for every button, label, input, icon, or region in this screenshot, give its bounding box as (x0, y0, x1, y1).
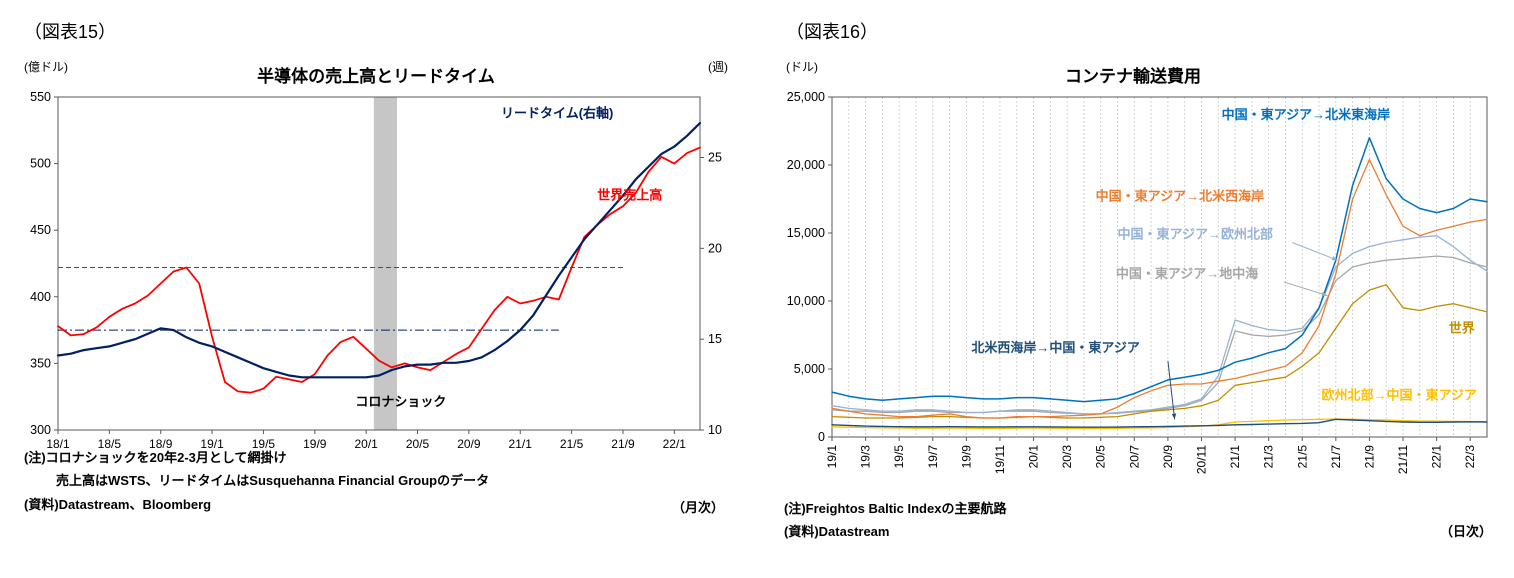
x-axis-tick-label: 20/9 (457, 437, 481, 451)
x-axis-tick-label: 20/1 (354, 437, 378, 451)
x-axis-tick-label: 21/5 (1295, 445, 1309, 469)
figure15-panel: （図表15） 半導体の売上高とリードタイム (億ドル) (週) 300 350 40… (0, 0, 752, 578)
x-axis-tick-label: 19/3 (859, 445, 873, 469)
series-label: コロナショック (355, 394, 446, 409)
series-label: 欧州北部→中国・東アジア (1321, 388, 1476, 403)
x-axis-tick-label: 20/11 (1194, 445, 1208, 474)
x-axis-tick-label: 21/11 (1396, 445, 1410, 474)
annotation-arrow (1283, 281, 1328, 297)
y-axis-tick-label: 25,000 (787, 90, 825, 104)
y-axis-tick-label: 15,000 (787, 226, 825, 240)
series-label: 中国・東アジア→北米東海岸 (1222, 107, 1390, 122)
figure16-tag: （図表16） (786, 22, 879, 42)
y2-axis-tick-label: 15 (708, 332, 722, 346)
y-axis-tick-label: 0 (818, 430, 825, 444)
x-axis-tick-label: 20/3 (1060, 445, 1074, 469)
figure15-left-axis-unit: (億ドル) (24, 60, 68, 74)
figure15-tag: （図表15） (24, 22, 117, 42)
y-axis-tick-label: 300 (30, 423, 51, 437)
annotation-arrowhead (1321, 291, 1328, 296)
x-axis-tick-label: 21/5 (560, 437, 584, 451)
series-label: 中国・東アジア→地中海 (1116, 266, 1258, 281)
y2-axis-tick-label: 25 (708, 150, 722, 164)
series-line (831, 235, 1488, 415)
x-axis-tick-label: 18/9 (149, 437, 173, 451)
x-axis-tick-label: 19/11 (993, 445, 1007, 474)
y-axis-tick-label: 20,000 (787, 158, 825, 172)
x-axis-tick-label: 21/1 (509, 437, 533, 451)
x-axis-tick-label: 18/1 (46, 437, 70, 451)
figure16-frequency-label: （日次） (1439, 524, 1492, 539)
series-line (831, 158, 1488, 419)
figure16-note-2: (資料)Datastream (784, 524, 890, 539)
figure16-note-1: (注)Freightos Baltic Indexの主要航路 (784, 501, 1007, 516)
x-axis-tick-label: 22/1 (1430, 445, 1444, 469)
x-axis-tick-label: 19/1 (200, 437, 224, 451)
figure15-right-axis-unit: (週) (708, 60, 728, 74)
x-axis-tick-label: 21/9 (611, 437, 635, 451)
figure16-chart: 0 5,000 10,000 15,000 20,000 25,000 19/1 19/3 19… (787, 90, 1488, 474)
series-label: 北米西海岸→中国・東アジア (971, 340, 1139, 355)
series-line (831, 418, 1488, 430)
figure16-left-axis-unit: (ドル) (786, 60, 818, 74)
series-label: 世界 (1449, 320, 1475, 335)
figure15-frequency-label: （月次） (671, 500, 724, 515)
event-band (373, 97, 397, 430)
series-line (56, 121, 702, 379)
figure15-note-2: 売上高はWSTS、リードタイムはSusquehanna Financial Gr… (56, 473, 490, 488)
y-axis-tick-label: 500 (30, 157, 51, 171)
x-axis-tick-label: 20/9 (1161, 445, 1175, 469)
series-label: 世界売上高 (597, 188, 662, 203)
x-axis-tick-label: 18/5 (98, 437, 122, 451)
x-axis-tick-label: 19/1 (825, 445, 839, 469)
x-axis-tick-label: 19/9 (959, 445, 973, 469)
x-axis-tick-label: 20/7 (1127, 445, 1141, 469)
series-line (831, 284, 1488, 419)
x-axis-tick-label: 19/5 (892, 445, 906, 469)
y-axis-tick-label: 350 (30, 356, 51, 370)
y2-axis-tick-label: 10 (708, 423, 722, 437)
figure15-chart: 300 350 400 450 500 550 10 15 20 25 18/1 18/5 18/9 19… (30, 90, 722, 451)
y-axis-tick-label: 450 (30, 223, 51, 237)
x-axis-tick-label: 22/3 (1463, 445, 1477, 469)
series-label: リードタイム(右軸) (501, 106, 613, 121)
x-axis-tick-label: 21/1 (1228, 445, 1242, 469)
figure15-note-3: (資料)Datastream、Bloomberg (24, 497, 212, 512)
x-axis-tick-label: 22/1 (663, 437, 687, 451)
y-axis-tick-label: 550 (30, 90, 51, 104)
x-axis-tick-label: 20/5 (406, 437, 430, 451)
figure16-title: コンテナ輸送費用 (1065, 67, 1201, 86)
y-axis-tick-label: 400 (30, 290, 51, 304)
y2-axis-tick-label: 20 (708, 241, 722, 255)
plot-border (57, 96, 701, 431)
figure16-panel: （図表16） コンテナ輸送費用 (ドル) 0 5,000 10,000 15,000 2… (752, 0, 1514, 578)
x-axis-tick-label: 21/3 (1262, 445, 1276, 469)
series-line (831, 137, 1488, 403)
series-line (831, 255, 1488, 415)
annotation-arrow (1167, 360, 1176, 420)
x-axis-tick-label: 19/9 (303, 437, 327, 451)
series-label: 中国・東アジア→北米西海岸 (1096, 188, 1264, 203)
y-axis-tick-label: 10,000 (787, 294, 825, 308)
x-axis-tick-label: 20/1 (1027, 445, 1041, 469)
series-line (831, 418, 1488, 428)
figure15-note-1: (注)コロナショックを20年2-3月として網掛け (24, 450, 287, 465)
x-axis-tick-label: 21/9 (1362, 445, 1376, 469)
annotation-arrowhead (1331, 256, 1338, 261)
x-axis-tick-label: 19/5 (252, 437, 276, 451)
x-axis-tick-label: 21/7 (1329, 445, 1343, 469)
x-axis-tick-label: 19/7 (926, 445, 940, 469)
annotation-arrow (1291, 242, 1338, 261)
x-axis-tick-label: 20/5 (1094, 445, 1108, 469)
figure15-title: 半導体の売上高とリードタイム (257, 67, 495, 86)
series-label: 中国・東アジア→欧州北部 (1118, 226, 1273, 241)
annotation-arrowhead (1171, 413, 1177, 420)
y-axis-tick-label: 5,000 (794, 362, 825, 376)
